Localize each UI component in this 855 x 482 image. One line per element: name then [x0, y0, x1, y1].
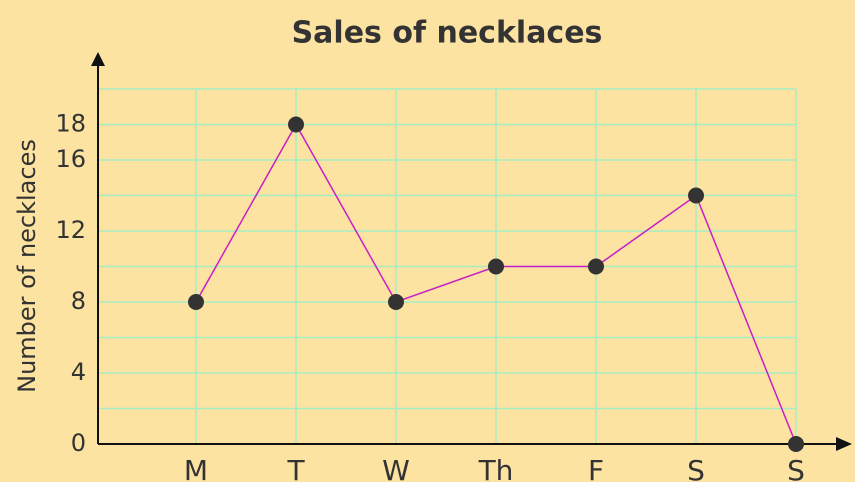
x-axis-arrow [836, 437, 852, 451]
y-tick-label: 0 [71, 429, 86, 457]
data-point [788, 436, 804, 452]
x-tick-label: Th [478, 454, 514, 482]
x-tick-label: T [286, 454, 305, 482]
x-tick-label: W [382, 454, 410, 482]
y-tick-label: 18 [55, 110, 86, 138]
x-tick-label: F [588, 454, 604, 482]
data-point [188, 294, 204, 310]
y-tick-label: 4 [71, 358, 86, 386]
x-tick-label: S [687, 454, 705, 482]
y-axis-label: Number of necklaces [13, 139, 41, 393]
data-point [688, 187, 704, 204]
data-point [388, 294, 404, 310]
y-axis-arrow [91, 52, 105, 66]
data-point [288, 116, 304, 133]
data-point [588, 258, 604, 275]
y-tick-label: 12 [55, 216, 86, 244]
y-tick-label: 16 [55, 145, 86, 173]
x-tick-label: S [787, 454, 805, 482]
x-tick-label: M [184, 454, 208, 482]
y-tick-label: 8 [71, 287, 86, 315]
chart-title: Sales of necklaces [292, 16, 603, 51]
data-point [488, 258, 504, 275]
